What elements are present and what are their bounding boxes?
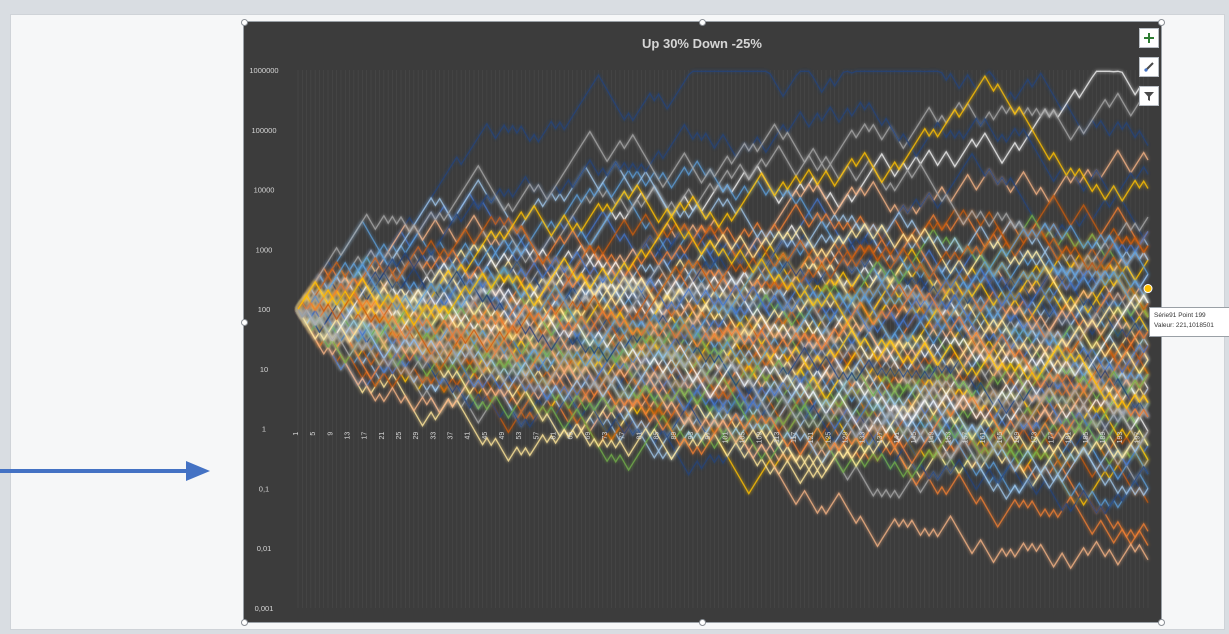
series-line xyxy=(297,222,1149,348)
x-tick-label: 97 xyxy=(705,432,712,440)
x-tick-label: 145 xyxy=(911,432,918,444)
x-tick-label: 37 xyxy=(448,432,455,440)
x-tick-label: 49 xyxy=(499,432,506,440)
x-tick-label: 93 xyxy=(688,432,695,440)
y-tick-label: 100000 xyxy=(251,126,276,135)
data-point-tooltip: Série91 Point 199 Valeur: 221,1018501 xyxy=(1149,307,1229,337)
x-tick-label: 25 xyxy=(396,432,403,440)
resize-handle-middle-left[interactable] xyxy=(241,319,248,326)
highlighted-data-point xyxy=(1143,284,1153,294)
resize-handle-top-middle[interactable] xyxy=(699,19,706,26)
y-axis-tick-labels: 1000000 100000 10000 1000 100 10 1 0,1 0,01 0,001 xyxy=(249,66,278,613)
x-tick-label: 157 xyxy=(963,432,970,444)
x-tick-label: 33 xyxy=(430,432,437,440)
x-tick-label: 149 xyxy=(928,432,935,444)
x-tick-label: 177 xyxy=(1049,432,1056,444)
x-tick-label: 189 xyxy=(1100,432,1107,444)
x-tick-label: 141 xyxy=(894,432,901,444)
brush-icon xyxy=(1144,62,1154,72)
x-tick-label: 5 xyxy=(310,432,317,436)
x-tick-label: 137 xyxy=(877,432,884,444)
x-tick-label: 17 xyxy=(362,432,369,440)
x-tick-label: 57 xyxy=(533,432,540,440)
x-tick-label: 161 xyxy=(980,432,987,444)
x-tick-label: 65 xyxy=(568,432,575,440)
series-line xyxy=(297,282,1149,418)
chart-styles-button[interactable] xyxy=(1139,57,1159,77)
x-tick-label: 125 xyxy=(825,432,832,444)
y-tick-label: 100 xyxy=(258,305,271,314)
annotation-arrow-icon xyxy=(0,461,210,481)
x-tick-label: 197 xyxy=(1134,432,1141,444)
y-tick-label: 1000 xyxy=(256,245,273,254)
resize-handle-bottom-left[interactable] xyxy=(241,619,248,626)
x-tick-label: 45 xyxy=(482,432,489,440)
series-line xyxy=(297,160,1149,318)
resize-handle-top-left[interactable] xyxy=(241,19,248,26)
x-tick-label: 181 xyxy=(1066,432,1073,444)
x-tick-label: 153 xyxy=(946,432,953,444)
x-tick-label: 101 xyxy=(722,432,729,444)
y-tick-label: 10 xyxy=(260,365,268,374)
y-tick-label: 10000 xyxy=(254,186,275,195)
series-line xyxy=(297,225,1149,372)
x-tick-label: 133 xyxy=(860,432,867,444)
x-axis-tick-labels: 1 5 9 13 17 21 25 29 33 37 41 45 49 53 57 61 65 69 73 77 81 8… xyxy=(293,432,1141,444)
tooltip-value: Valeur: 221,1018501 xyxy=(1154,322,1214,329)
x-tick-label: 9 xyxy=(327,432,334,436)
x-tick-label: 13 xyxy=(345,432,352,440)
x-tick-label: 165 xyxy=(997,432,1004,444)
x-tick-label: 193 xyxy=(1117,432,1124,444)
y-tick-label: 0,001 xyxy=(255,604,274,613)
x-tick-label: 185 xyxy=(1083,432,1090,444)
x-tick-label: 105 xyxy=(739,432,746,444)
x-tick-label: 169 xyxy=(1014,432,1021,444)
x-tick-label: 117 xyxy=(791,432,798,443)
series-line xyxy=(297,284,1149,443)
series-line xyxy=(297,215,1149,410)
x-tick-label: 109 xyxy=(757,432,764,444)
chart-title: Up 30% Down -25% xyxy=(642,36,762,51)
tooltip-series-point: Série91 Point 199 xyxy=(1154,312,1206,319)
vertical-gridlines xyxy=(297,70,1149,608)
chart-filters-button[interactable] xyxy=(1139,86,1159,106)
series-line xyxy=(297,308,1149,570)
x-tick-label: 173 xyxy=(1031,432,1038,444)
series-line xyxy=(297,101,1149,319)
resize-handle-bottom-middle[interactable] xyxy=(699,619,706,626)
x-tick-label: 53 xyxy=(516,432,523,440)
x-tick-label: 73 xyxy=(602,432,609,440)
x-tick-label: 129 xyxy=(842,432,849,444)
x-tick-label: 81 xyxy=(636,432,643,440)
y-tick-label: 0,1 xyxy=(259,484,269,493)
x-tick-label: 1 xyxy=(293,432,300,436)
resize-handle-bottom-right[interactable] xyxy=(1158,619,1165,626)
x-tick-label: 89 xyxy=(671,432,678,440)
y-tick-label: 1000000 xyxy=(249,66,278,75)
filter-icon xyxy=(1144,92,1154,101)
x-tick-label: 69 xyxy=(585,432,592,440)
series-lines xyxy=(297,70,1153,570)
series-line xyxy=(297,308,1149,463)
plus-icon xyxy=(1144,33,1154,43)
x-tick-label: 29 xyxy=(413,432,420,440)
x-tick-label: 61 xyxy=(551,432,558,440)
x-tick-label: 85 xyxy=(654,432,661,440)
resize-handle-top-right[interactable] xyxy=(1158,19,1165,26)
x-tick-label: 113 xyxy=(774,432,781,443)
y-tick-label: 0,01 xyxy=(257,544,272,553)
x-tick-label: 77 xyxy=(619,432,626,440)
chart-elements-button[interactable] xyxy=(1139,28,1159,48)
y-tick-label: 1 xyxy=(262,425,266,434)
x-tick-label: 41 xyxy=(465,432,472,440)
series-line xyxy=(297,123,1149,310)
x-tick-label: 21 xyxy=(379,432,386,440)
x-tick-label: 121 xyxy=(808,432,815,444)
